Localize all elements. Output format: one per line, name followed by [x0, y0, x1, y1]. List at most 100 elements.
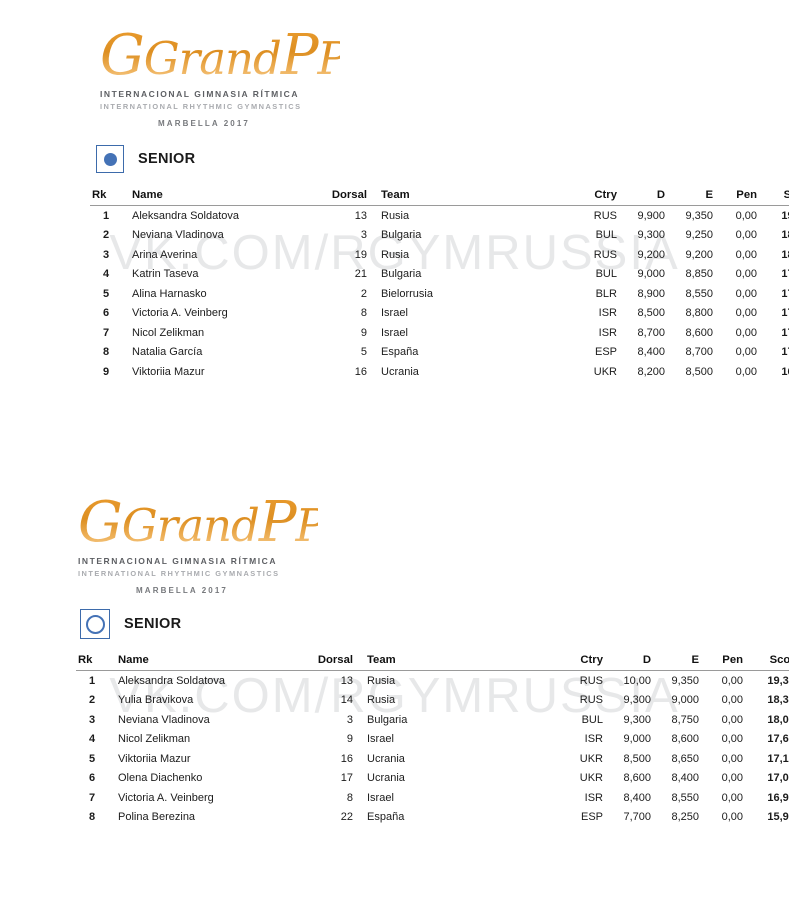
cell-score: 18,300 — [767, 694, 789, 707]
logo-word-grand: Grand — [121, 499, 259, 552]
cell-ctry: RUS — [593, 248, 617, 261]
cell-e: 8,800 — [685, 307, 713, 320]
cell-score: 17,000 — [767, 772, 789, 785]
cell-d: 8,400 — [637, 346, 665, 359]
logo-word-grand: Grand — [143, 32, 281, 85]
cell-d: 10,00 — [623, 674, 651, 687]
cell-ctry: UKR — [593, 365, 617, 378]
cell-team: Bulgaria — [381, 268, 422, 281]
cell-ctry: UKR — [579, 772, 603, 785]
cell-name: Yulia Bravikova — [118, 694, 194, 707]
cell-name: Alina Harnasko — [132, 287, 207, 300]
cell-name: Natalia García — [132, 346, 203, 359]
cell-ctry: ISR — [598, 307, 617, 320]
cell-dorsal: 3 — [360, 229, 367, 242]
cell-team: Israel — [381, 326, 408, 339]
cell-ctry: UKR — [579, 752, 603, 765]
column-header-score: Score — [743, 654, 789, 671]
cell-ctry: RUS — [593, 209, 617, 222]
cell-name: Neviana Vladinova — [118, 713, 210, 726]
table-row: 4 Nicol Zelikman 9 Israel ISR 9,000 8,600 0,00 1… — [76, 729, 789, 748]
table-row: 7 Nicol Zelikman 9 Israel ISR 8,700 8,600 0,00 1… — [90, 323, 789, 342]
table-row: 8 Natalia García 5 España ESP 8,400 8,700 0,00 1… — [90, 342, 789, 361]
cell-pen: 0,00 — [721, 791, 743, 804]
logo-word-prix: Prix — [295, 499, 384, 552]
cell-team: Ucrania — [367, 772, 405, 785]
cell-team: Bielorrusia — [381, 287, 433, 300]
cell-ctry: BLR — [595, 287, 617, 300]
cell-dorsal: 13 — [354, 209, 367, 222]
cell-team: Israel — [381, 307, 408, 320]
cell-team: Bulgaria — [381, 229, 422, 242]
cell-team: Rusia — [367, 674, 396, 687]
column-header-pen: Pen — [699, 654, 743, 671]
cell-name: Viktoriia Mazur — [132, 365, 205, 378]
cell-rk: 5 — [102, 287, 110, 300]
cell-pen: 0,00 — [735, 307, 757, 320]
cell-team: Ucrania — [367, 752, 405, 765]
cell-dorsal: 21 — [354, 268, 367, 281]
cell-dorsal: 9 — [346, 733, 353, 746]
cell-pen: 0,00 — [735, 229, 757, 242]
cell-e: 8,600 — [671, 733, 699, 746]
cell-team: Ucrania — [381, 365, 419, 378]
cell-d: 9,300 — [623, 694, 651, 707]
cell-dorsal: 9 — [360, 326, 367, 339]
cell-pen: 0,00 — [721, 674, 743, 687]
cell-rk: 7 — [88, 791, 96, 804]
cell-dorsal: 19 — [354, 248, 367, 261]
column-header-ctry: Ctry — [555, 654, 603, 671]
cell-pen: 0,00 — [735, 365, 757, 378]
cell-pen: 0,00 — [735, 326, 757, 339]
cell-ctry: ESP — [594, 346, 617, 359]
result-section-ball: GGrandPPrix INTERNACIONAL GIMNASIA RÍTMI… — [0, 30, 789, 381]
cell-score: 19,250 — [781, 209, 789, 222]
cell-dorsal: 2 — [360, 287, 367, 300]
column-header-dorsal: Dorsal — [298, 654, 357, 671]
table-row: 5 Alina Harnasko 2 Bielorrusia BLR 8,900 8,550… — [90, 284, 789, 303]
cell-pen: 0,00 — [735, 268, 757, 281]
cell-d: 8,600 — [623, 772, 651, 785]
cell-rk: 2 — [88, 694, 96, 707]
cell-name: Nicol Zelikman — [132, 326, 205, 339]
logo-subtitle-en: INTERNATIONAL RHYTHMIC GYMNASTICS — [100, 102, 302, 111]
table-row: 3 Neviana Vladinova 3 Bulgaria BUL 9,300 8,750… — [76, 710, 789, 729]
column-header-e: E — [665, 189, 713, 206]
cell-e: 8,750 — [671, 713, 699, 726]
cell-team: España — [381, 346, 419, 359]
logo-word-prix: Prix — [317, 32, 406, 85]
cell-dorsal: 13 — [340, 674, 353, 687]
column-header-name: Name — [122, 189, 312, 206]
cell-score: 16,700 — [781, 365, 789, 378]
cell-d: 8,500 — [637, 307, 665, 320]
logo-subtitle-es: INTERNACIONAL GIMNASIA RÍTMICA — [100, 89, 300, 99]
cell-team: Israel — [367, 791, 394, 804]
column-header-rk: Rk — [76, 654, 108, 671]
cell-name: Nicol Zelikman — [118, 733, 191, 746]
cell-rk: 3 — [88, 713, 96, 726]
table-row: 8 Polina Berezina 22 España ESP 7,700 8,250 0,0… — [76, 807, 789, 826]
result-section-hoop: GGrandPPrix INTERNACIONAL GIMNASIA RÍTMI… — [0, 497, 789, 827]
cell-dorsal: 5 — [360, 346, 367, 359]
cell-d: 8,400 — [623, 791, 651, 804]
event-logo: GGrandPPrix INTERNACIONAL GIMNASIA RÍTMI… — [100, 30, 340, 128]
cell-score: 17,850 — [781, 268, 789, 281]
cell-pen: 0,00 — [735, 248, 757, 261]
table-row: 2 Neviana Vladinova 3 Bulgaria BUL 9,300 9,250… — [90, 225, 789, 244]
cell-team: Bulgaria — [367, 713, 408, 726]
ball-icon — [96, 145, 124, 173]
cell-d: 9,900 — [637, 209, 665, 222]
cell-e: 8,550 — [671, 791, 699, 804]
results-body-ball: 1 Aleksandra Soldatova 13 Rusia RUS 9,900 9,35… — [90, 206, 789, 382]
cell-name: Viktoriia Mazur — [118, 752, 191, 765]
cell-rk: 4 — [102, 268, 110, 281]
cell-team: Rusia — [381, 248, 410, 261]
logo-subtitle-en: INTERNATIONAL RHYTHMIC GYMNASTICS — [78, 569, 280, 578]
table-row: 7 Victoria A. Veinberg 8 Israel ISR 8,400 8,55… — [76, 788, 789, 807]
cell-name: Victoria A. Veinberg — [132, 307, 228, 320]
cell-name: Aleksandra Soldatova — [118, 674, 226, 687]
logo-wordmark: GGrandPPrix — [78, 490, 384, 555]
cell-pen: 0,00 — [735, 287, 757, 300]
cell-rk: 6 — [102, 307, 110, 320]
cell-score: 17,450 — [781, 287, 789, 300]
